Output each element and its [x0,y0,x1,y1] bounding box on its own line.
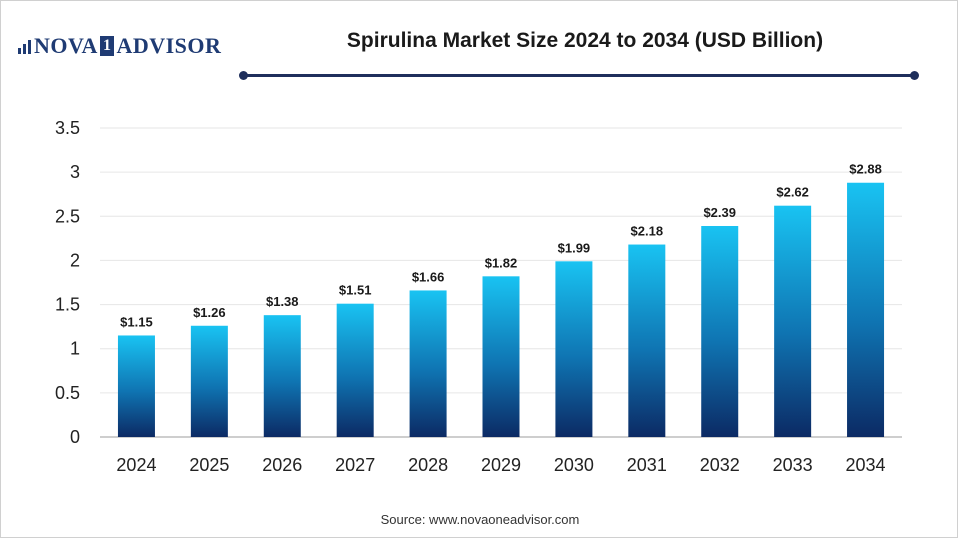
y-tick-label: 3.5 [55,118,80,138]
x-tick-label-2025: 2025 [189,455,229,475]
data-label-2024: $1.15 [120,314,153,329]
brand-name-right: ADVISOR [116,33,222,58]
bar-2025 [190,325,228,437]
y-tick-label: 1.5 [55,295,80,315]
y-tick-label: 3 [70,162,80,182]
y-tick-label: 1 [70,339,80,359]
x-tick-label-2028: 2028 [408,455,448,475]
x-tick-label-2024: 2024 [116,455,156,475]
brand-name-mid: 1 [99,36,115,56]
y-tick-label: 2.5 [55,206,80,226]
x-tick-label-2033: 2033 [773,455,813,475]
data-label-2034: $2.88 [849,162,882,177]
divider-dot-right [910,71,919,80]
bar-2026 [263,315,301,437]
x-tick-label-2034: 2034 [846,455,886,475]
bar-2029 [482,276,520,437]
x-axis: 2024 2025 2026 2027 2028 2029 2030 2031 2032 2033… [116,455,885,475]
bar-chart-icon [18,38,31,54]
x-tick-label-2027: 2027 [335,455,375,475]
data-label-2027: $1.51 [339,283,372,298]
bar-2024 [117,335,155,437]
divider-dot-left [239,71,248,80]
y-tick-label: 0 [70,427,80,447]
bar-2033 [774,205,812,437]
bar-2027 [336,303,374,437]
data-label-2025: $1.26 [193,305,226,320]
data-label-2033: $2.62 [776,185,809,200]
brand-logo: NOVA 1 ADVISOR [18,33,221,59]
data-label-2026: $1.38 [266,294,299,309]
y-tick-label: 2 [70,250,80,270]
x-tick-label-2026: 2026 [262,455,302,475]
y-tick-label: 0.5 [55,383,80,403]
bar-2032 [701,225,739,437]
chart-title: Spirulina Market Size 2024 to 2034 (USD … [346,29,824,52]
x-tick-label-2030: 2030 [554,455,594,475]
data-labels: $1.15 $1.26 $1.38 $1.51 $1.66 $1.82 $1.99 $2.18… [120,162,882,330]
data-label-2029: $1.82 [485,255,518,270]
data-label-2032: $2.39 [703,205,736,220]
x-tick-label-2031: 2031 [627,455,667,475]
x-tick-label-2032: 2032 [700,455,740,475]
source-note: Source: www.novaoneadvisor.com [380,512,580,527]
title-divider [239,71,919,80]
data-label-2030: $1.99 [558,240,591,255]
x-tick-label-2029: 2029 [481,455,521,475]
bar-2028 [409,290,447,437]
bars [117,182,885,437]
data-label-2031: $2.18 [631,224,664,239]
bar-2034 [847,182,885,437]
data-label-2028: $1.66 [412,269,445,284]
bar-2031 [628,244,666,437]
brand-name-left: NOVA [34,33,98,58]
bar-2030 [555,261,593,437]
